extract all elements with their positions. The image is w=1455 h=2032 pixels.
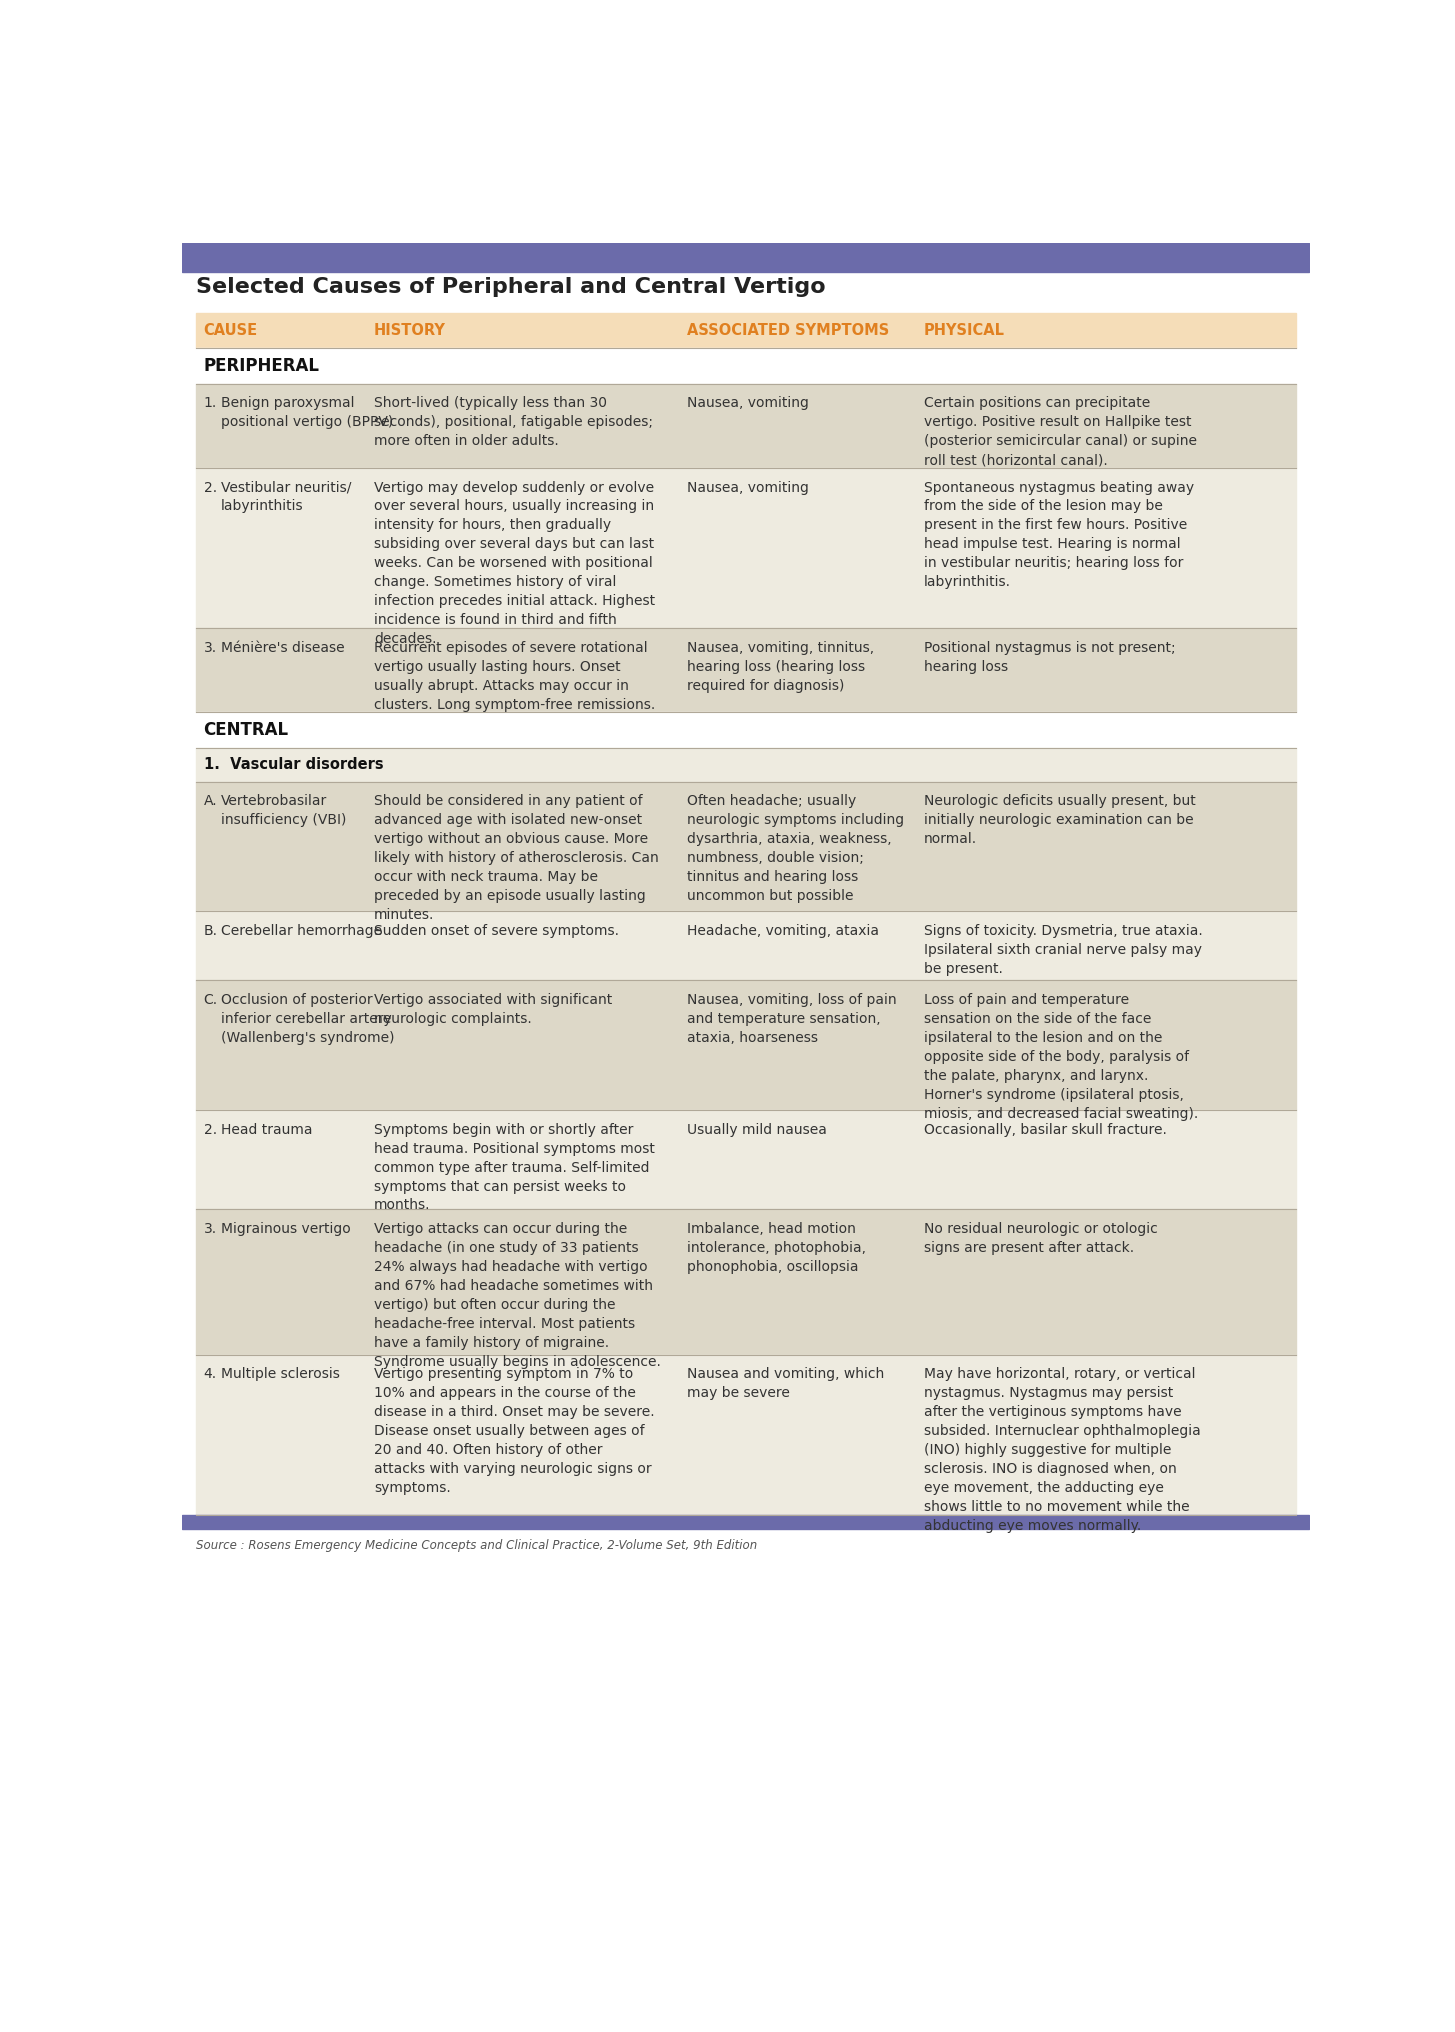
Text: Nausea, vomiting: Nausea, vomiting <box>687 480 809 494</box>
Text: Headache, vomiting, ataxia: Headache, vomiting, ataxia <box>687 925 879 937</box>
Text: Vertigo attacks can occur during the
headache (in one study of 33 patients
24% a: Vertigo attacks can occur during the hea… <box>374 1221 661 1368</box>
Text: Recurrent episodes of severe rotational
vertigo usually lasting hours. Onset
usu: Recurrent episodes of severe rotational … <box>374 640 655 711</box>
Text: Head trauma: Head trauma <box>221 1122 313 1136</box>
Bar <box>196 782 1295 912</box>
Text: PHYSICAL: PHYSICAL <box>924 323 1005 337</box>
Text: PERIPHERAL: PERIPHERAL <box>204 358 320 376</box>
Text: Short-lived (typically less than 30
seconds), positional, fatigable episodes;
mo: Short-lived (typically less than 30 seco… <box>374 396 653 449</box>
Text: Vertebrobasilar
insufficiency (VBI): Vertebrobasilar insufficiency (VBI) <box>221 795 346 827</box>
Text: Occasionally, basilar skull fracture.: Occasionally, basilar skull fracture. <box>924 1122 1167 1136</box>
Bar <box>182 1516 1310 1528</box>
Bar <box>196 713 1295 748</box>
Text: Nausea, vomiting, tinnitus,
hearing loss (hearing loss
required for diagnosis): Nausea, vomiting, tinnitus, hearing loss… <box>687 640 874 693</box>
Bar <box>196 1112 1295 1209</box>
Text: Positional nystagmus is not present;
hearing loss: Positional nystagmus is not present; hea… <box>924 640 1176 673</box>
Text: May have horizontal, rotary, or vertical
nystagmus. Nystagmus may persist
after : May have horizontal, rotary, or vertical… <box>924 1366 1200 1532</box>
Bar <box>196 981 1295 1112</box>
Text: Imbalance, head motion
intolerance, photophobia,
phonophobia, oscillopsia: Imbalance, head motion intolerance, phot… <box>687 1221 867 1274</box>
Text: Migrainous vertigo: Migrainous vertigo <box>221 1221 351 1235</box>
Text: CAUSE: CAUSE <box>204 323 258 337</box>
Text: Source : Rosens Emergency Medicine Concepts and Clinical Practice, 2-Volume Set,: Source : Rosens Emergency Medicine Conce… <box>196 1538 757 1550</box>
Bar <box>196 350 1295 384</box>
Bar <box>196 1355 1295 1516</box>
Text: Signs of toxicity. Dysmetria, true ataxia.
Ipsilateral sixth cranial nerve palsy: Signs of toxicity. Dysmetria, true ataxi… <box>924 925 1203 975</box>
Bar <box>196 384 1295 469</box>
Text: Usually mild nausea: Usually mild nausea <box>687 1122 828 1136</box>
Text: 3.: 3. <box>204 1221 217 1235</box>
Text: Ménière's disease: Ménière's disease <box>221 640 345 654</box>
Text: ASSOCIATED SYMPTOMS: ASSOCIATED SYMPTOMS <box>687 323 889 337</box>
Text: No residual neurologic or otologic
signs are present after attack.: No residual neurologic or otologic signs… <box>924 1221 1158 1254</box>
Text: Occlusion of posterior
inferior cerebellar artery
(Wallenberg's syndrome): Occlusion of posterior inferior cerebell… <box>221 992 394 1044</box>
Bar <box>196 313 1295 350</box>
Text: 2.: 2. <box>204 480 217 494</box>
Text: CENTRAL: CENTRAL <box>204 721 288 740</box>
Text: 1.  Vascular disorders: 1. Vascular disorders <box>204 756 383 772</box>
Text: Nausea, vomiting: Nausea, vomiting <box>687 396 809 410</box>
Bar <box>196 748 1295 782</box>
Text: Sudden onset of severe symptoms.: Sudden onset of severe symptoms. <box>374 925 618 937</box>
Text: Vestibular neuritis/
labyrinthitis: Vestibular neuritis/ labyrinthitis <box>221 480 351 514</box>
Text: Benign paroxysmal
positional vertigo (BPPV): Benign paroxysmal positional vertigo (BP… <box>221 396 393 429</box>
Text: Loss of pain and temperature
sensation on the side of the face
ipsilateral to th: Loss of pain and temperature sensation o… <box>924 992 1197 1120</box>
Text: A.: A. <box>204 795 217 809</box>
Text: C.: C. <box>204 992 218 1006</box>
Text: 3.: 3. <box>204 640 217 654</box>
Text: Cerebellar hemorrhage: Cerebellar hemorrhage <box>221 925 381 937</box>
Text: HISTORY: HISTORY <box>374 323 445 337</box>
Text: 2.: 2. <box>204 1122 217 1136</box>
Text: Nausea and vomiting, which
may be severe: Nausea and vomiting, which may be severe <box>687 1366 885 1400</box>
Text: B.: B. <box>204 925 218 937</box>
Bar <box>196 1209 1295 1355</box>
Bar <box>196 912 1295 981</box>
Text: Selected Causes of Peripheral and Central Vertigo: Selected Causes of Peripheral and Centra… <box>196 276 825 297</box>
Text: 1.: 1. <box>204 396 217 410</box>
Text: Often headache; usually
neurologic symptoms including
dysarthria, ataxia, weakne: Often headache; usually neurologic sympt… <box>687 795 905 902</box>
Text: Symptoms begin with or shortly after
head trauma. Positional symptoms most
commo: Symptoms begin with or shortly after hea… <box>374 1122 655 1211</box>
Text: Spontaneous nystagmus beating away
from the side of the lesion may be
present in: Spontaneous nystagmus beating away from … <box>924 480 1195 589</box>
Text: Should be considered in any patient of
advanced age with isolated new-onset
vert: Should be considered in any patient of a… <box>374 795 659 920</box>
Text: Certain positions can precipitate
vertigo. Positive result on Hallpike test
(pos: Certain positions can precipitate vertig… <box>924 396 1197 467</box>
Text: Vertigo associated with significant
neurologic complaints.: Vertigo associated with significant neur… <box>374 992 613 1026</box>
Text: Vertigo presenting symptom in 7% to
10% and appears in the course of the
disease: Vertigo presenting symptom in 7% to 10% … <box>374 1366 655 1494</box>
Bar <box>196 469 1295 630</box>
Text: 4.: 4. <box>204 1366 217 1380</box>
Bar <box>182 244 1310 272</box>
Text: Multiple sclerosis: Multiple sclerosis <box>221 1366 339 1380</box>
Bar <box>196 630 1295 713</box>
Text: Neurologic deficits usually present, but
initially neurologic examination can be: Neurologic deficits usually present, but… <box>924 795 1196 845</box>
Text: Nausea, vomiting, loss of pain
and temperature sensation,
ataxia, hoarseness: Nausea, vomiting, loss of pain and tempe… <box>687 992 898 1044</box>
Text: Vertigo may develop suddenly or evolve
over several hours, usually increasing in: Vertigo may develop suddenly or evolve o… <box>374 480 655 646</box>
